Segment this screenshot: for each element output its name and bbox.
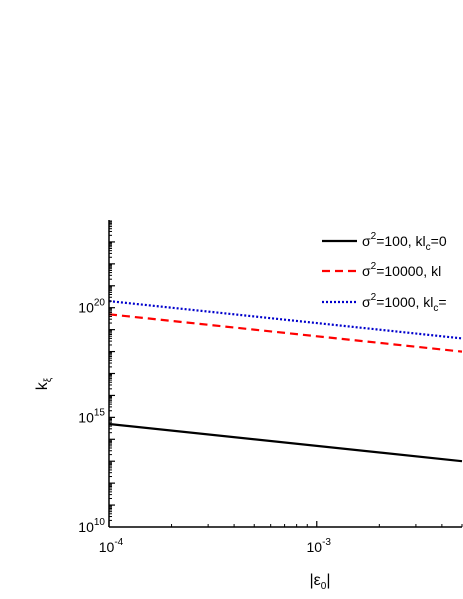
- legend-label-2: σ2=1000, klc=: [362, 292, 447, 314]
- x-axis-label: |ε0|: [309, 572, 330, 592]
- y-tick-label: 1020: [78, 298, 105, 316]
- legend: σ2=100, klc=0 σ2=10000, kl σ2=1000, klc=: [322, 231, 447, 314]
- x-tick-label: 10-4: [99, 537, 124, 555]
- labels-layer: |ε0| kξ: [34, 377, 331, 592]
- series-line-0: [108, 422, 463, 463]
- y-axis-label: kξ: [34, 377, 54, 390]
- x-tick-label: 10-3: [307, 537, 332, 555]
- series-layer: [108, 300, 463, 463]
- ticks-layer: 1010 1015 1020 10-4 10-3: [78, 220, 463, 555]
- legend-label-0: σ2=100, klc=0: [362, 231, 447, 253]
- legend-label-1: σ2=10000, kl: [362, 261, 441, 279]
- y-tick-label: 1010: [78, 517, 105, 535]
- y-tick-label: 1015: [78, 407, 105, 425]
- series-line-1: [108, 313, 463, 353]
- series-line-2: [108, 300, 463, 340]
